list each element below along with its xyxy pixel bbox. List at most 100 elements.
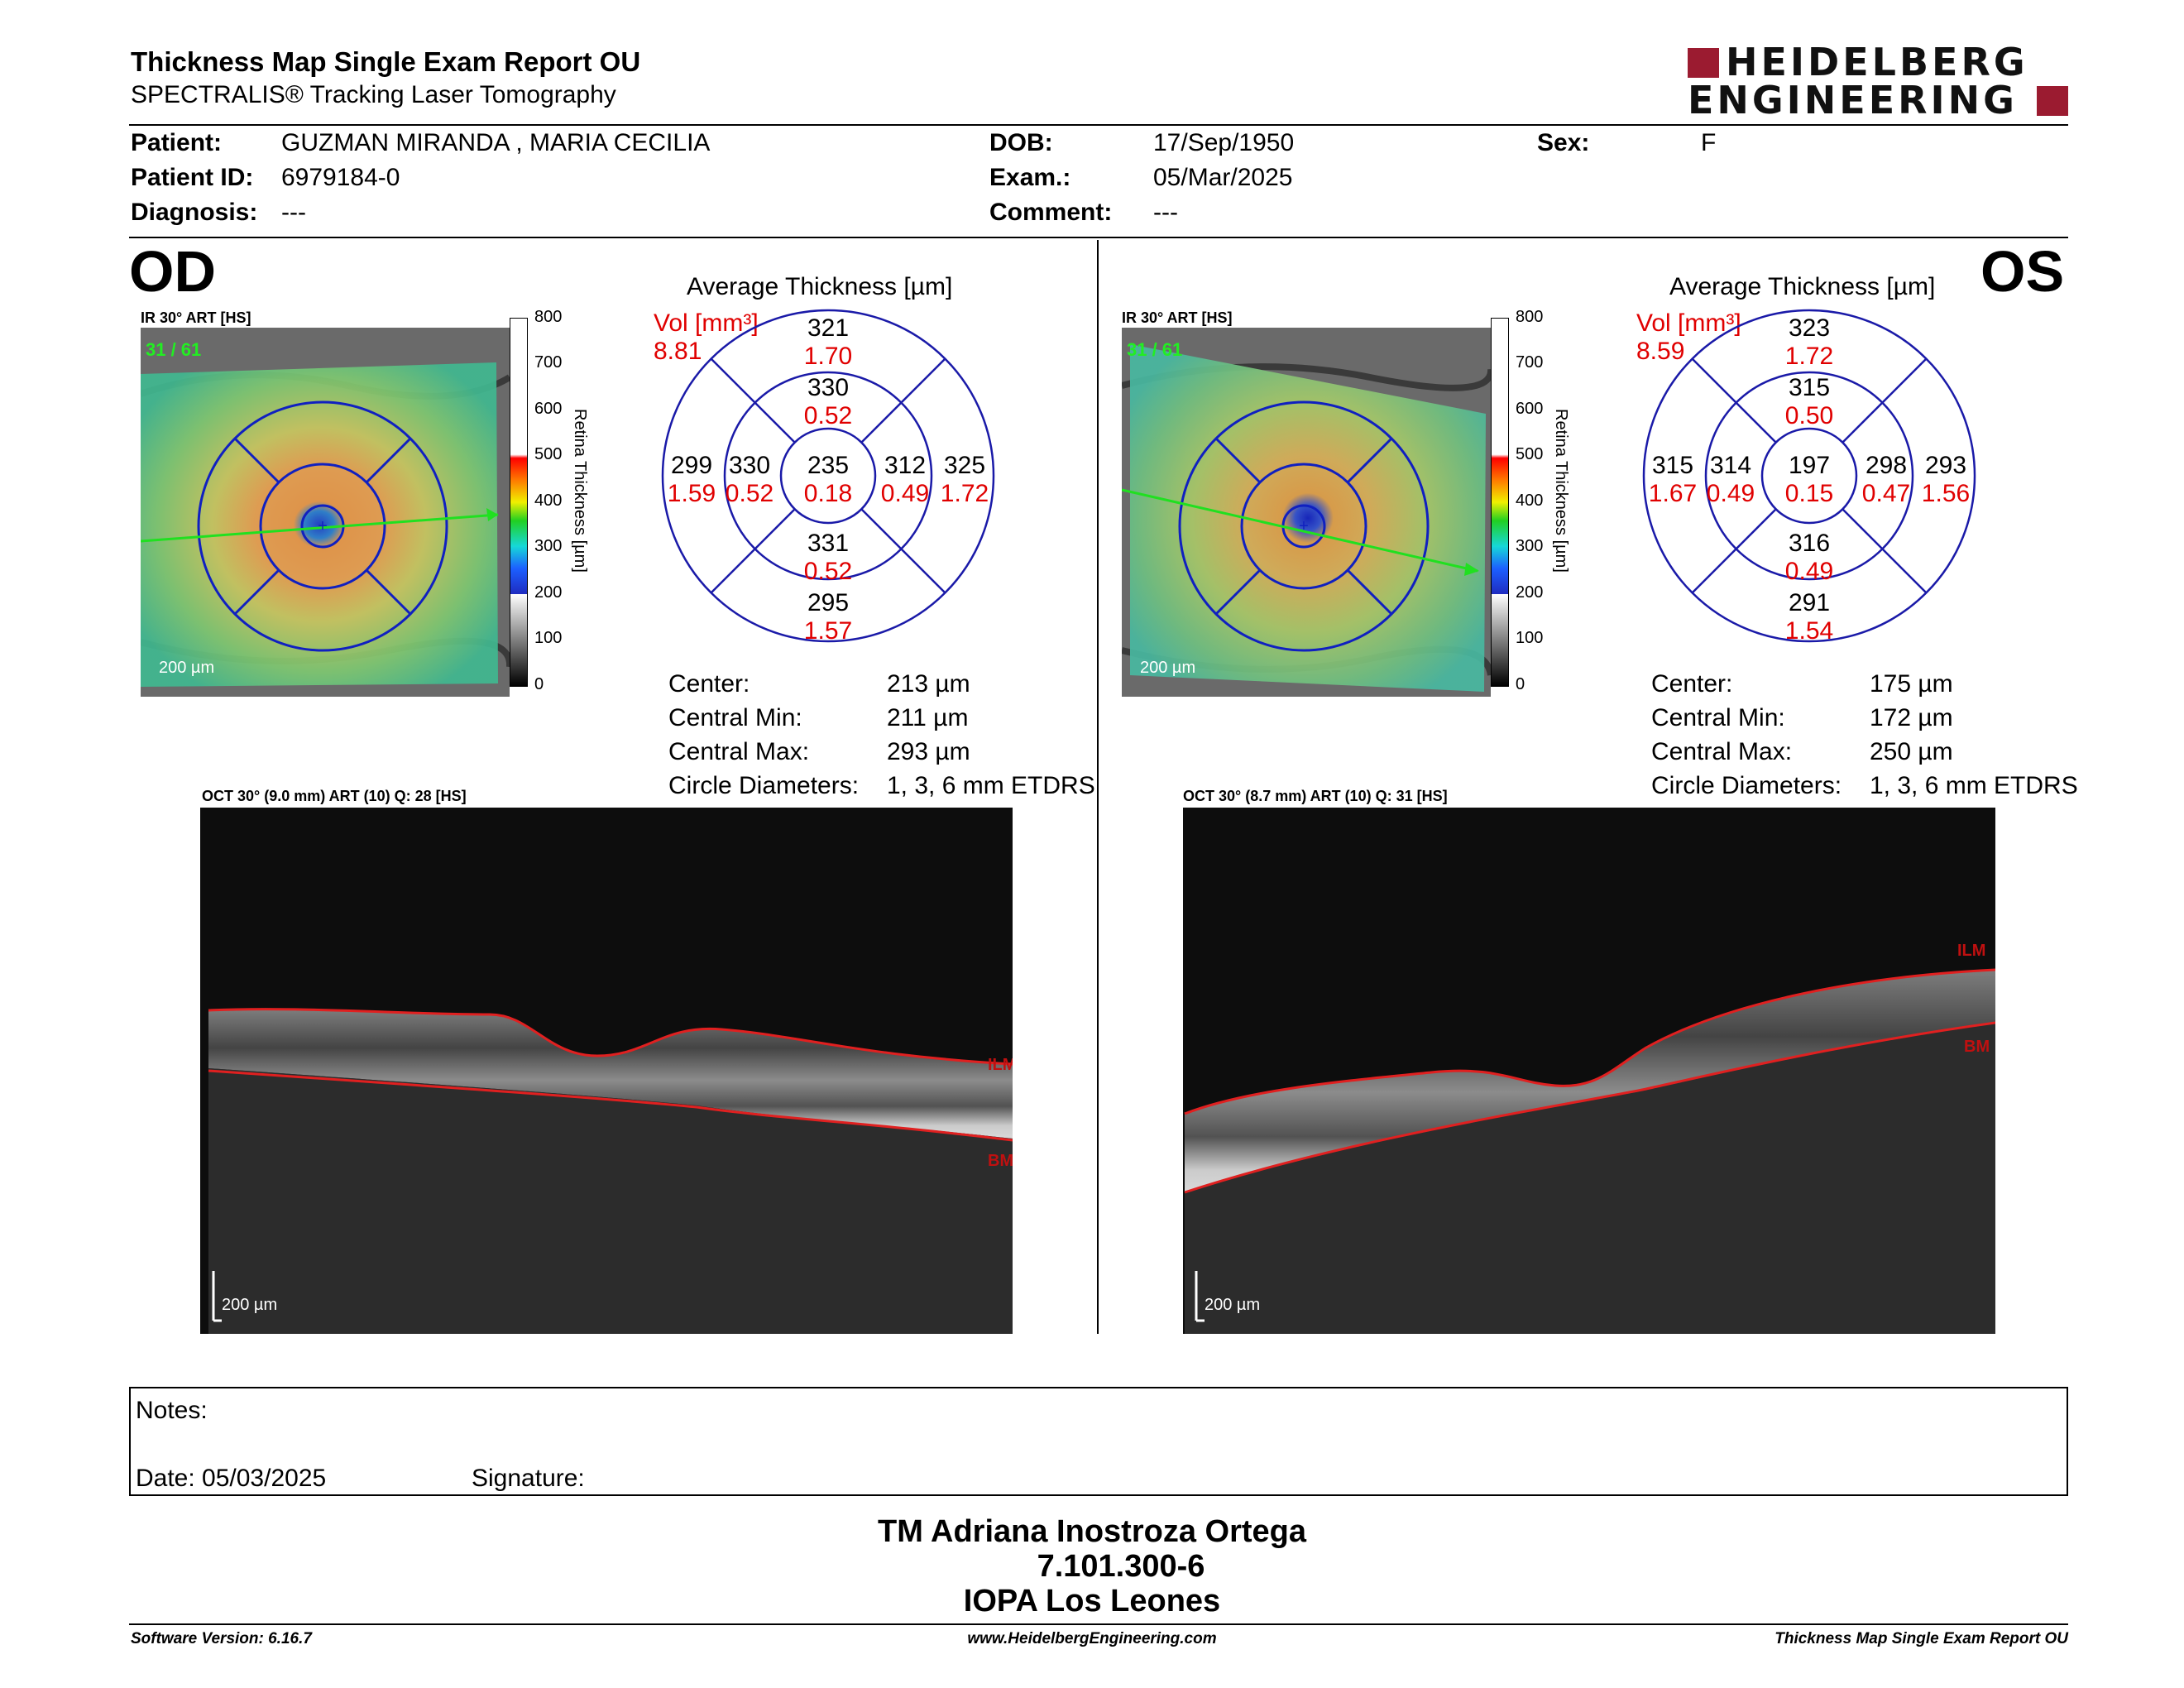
os-inner-sup-vol: 0.50	[1784, 402, 1834, 429]
os-tick-400: 400	[1516, 492, 1544, 510]
os-stat-label-center: Center:	[1651, 670, 1733, 698]
od-stat-label-diam: Circle Diameters:	[668, 772, 860, 799]
info-divider	[129, 237, 2068, 238]
software-version: Software Version: 6.16.7	[131, 1630, 312, 1647]
od-tick-300: 300	[534, 537, 563, 555]
od-stat-value-min: 211 µm	[887, 704, 969, 731]
od-colorbar	[510, 318, 528, 687]
os-stat-label-max: Central Max:	[1651, 738, 1793, 765]
logo-square-bottom	[2037, 86, 2068, 116]
exam-value: 05/Mar/2025	[1153, 164, 1293, 191]
od-avg-title: Average Thickness [µm]	[687, 273, 953, 300]
os-tick-200: 200	[1516, 583, 1544, 602]
os-eye-label: OS	[1980, 239, 2065, 304]
od-bm-label: BM	[988, 1152, 1013, 1170]
od-inner-inf-vol: 0.52	[803, 558, 853, 585]
diagnosis-value: ---	[281, 199, 306, 226]
od-oct-label: OCT 30° (9.0 mm) ART (10) Q: 28 [HS]	[202, 788, 467, 804]
od-outer-temp-vol: 1.59	[667, 480, 716, 507]
sex-value: F	[1701, 129, 1717, 156]
od-center-thk: 235	[807, 452, 850, 479]
os-tick-100: 100	[1516, 629, 1544, 647]
od-center-vol: 0.18	[803, 480, 853, 507]
os-outer-sup-vol: 1.72	[1784, 343, 1834, 370]
os-ilm-label: ILM	[1957, 942, 1986, 960]
os-stat-value-max: 250 µm	[1870, 738, 1953, 765]
od-stat-value-diam: 1, 3, 6 mm ETDRS	[887, 772, 1095, 799]
od-frame-counter: 31 / 61	[146, 339, 202, 360]
notes-box[interactable]: Notes: Date: 05/03/2025 Signature:	[129, 1387, 2068, 1496]
date-label: Date: 05/03/2025	[136, 1465, 327, 1492]
od-vol-total: 8.81	[654, 338, 702, 365]
os-tick-500: 500	[1516, 445, 1544, 463]
od-fundus-scale: 200 µm	[159, 659, 215, 677]
od-inner-sup-thk: 330	[807, 374, 850, 401]
os-tick-0: 0	[1516, 675, 1525, 693]
os-colorbar	[1491, 318, 1509, 687]
sex-label: Sex:	[1537, 129, 1590, 156]
os-oct-scale: 200 µm	[1205, 1296, 1261, 1314]
logo-line-2: ENGINEERING	[1688, 78, 2018, 122]
os-outer-temp-thk: 315	[1651, 452, 1694, 479]
os-inner-sup-thk: 315	[1788, 374, 1831, 401]
od-inner-inf-thk: 331	[807, 530, 850, 557]
patient-label: Patient:	[131, 129, 223, 156]
website-link[interactable]: www.HeidelbergEngineering.com	[967, 1630, 1217, 1647]
od-inner-sup-vol: 0.52	[803, 402, 853, 429]
os-tick-600: 600	[1516, 400, 1544, 418]
od-ir-label: IR 30° ART [HS]	[141, 309, 251, 326]
os-colorbar-title: Retina Thickness [µm]	[1552, 409, 1570, 573]
od-tick-400: 400	[534, 492, 563, 510]
os-vol-label: Vol [mm³]	[1636, 309, 1741, 337]
od-tick-200: 200	[534, 583, 563, 602]
patient-value: GUZMAN MIRANDA , MARIA CECILIA	[281, 129, 711, 156]
os-outer-sup-thk: 323	[1788, 314, 1831, 342]
od-oct-bscan: ILM BM 200 µm	[200, 808, 1013, 1334]
os-outer-inf-vol: 1.54	[1784, 617, 1834, 645]
patient-id-label: Patient ID:	[131, 164, 254, 191]
signature-label: Signature:	[472, 1465, 585, 1492]
os-outer-nas-thk: 293	[1924, 452, 1967, 479]
signer-id: 7.101.300-6	[1037, 1549, 1205, 1584]
od-outer-nas-thk: 325	[943, 452, 986, 479]
logo-line-1: HEIDELBERG	[1726, 40, 2028, 84]
os-inner-temp-vol: 0.49	[1706, 480, 1755, 507]
od-outer-nas-vol: 1.72	[940, 480, 989, 507]
report-title: Thickness Map Single Exam Report OU	[131, 46, 641, 77]
od-tick-800: 800	[534, 308, 563, 326]
svg-text:+: +	[1299, 517, 1309, 535]
od-inner-nas-thk: 312	[884, 452, 927, 479]
os-outer-temp-vol: 1.67	[1648, 480, 1698, 507]
od-etdrs-grid	[661, 309, 995, 643]
comment-value: ---	[1153, 199, 1178, 226]
os-fundus-image: + 31 / 61 200 µm	[1122, 328, 1491, 697]
od-ilm-label: ILM	[988, 1056, 1013, 1074]
os-inner-nas-vol: 0.47	[1861, 480, 1911, 507]
heidelberg-logo: HEIDELBERG ENGINEERING	[1688, 43, 2068, 119]
comment-label: Comment:	[989, 199, 1113, 226]
od-stat-label-min: Central Min:	[668, 704, 802, 731]
od-outer-inf-vol: 1.57	[803, 617, 853, 645]
os-stat-value-min: 172 µm	[1870, 704, 1953, 731]
footer-report-name: Thickness Map Single Exam Report OU	[1774, 1630, 2068, 1647]
os-ir-label: IR 30° ART [HS]	[1122, 309, 1233, 326]
exam-label: Exam.:	[989, 164, 1071, 191]
od-tick-600: 600	[534, 400, 563, 418]
od-oct-scale: 200 µm	[222, 1296, 278, 1314]
od-outer-temp-thk: 299	[670, 452, 713, 479]
os-stat-value-center: 175 µm	[1870, 670, 1953, 698]
os-bm-label: BM	[1964, 1038, 1990, 1056]
od-eye-label: OD	[129, 239, 216, 304]
od-stat-label-max: Central Max:	[668, 738, 810, 765]
footer-divider	[129, 1623, 2068, 1625]
eye-divider	[1097, 240, 1099, 1334]
od-inner-nas-vol: 0.49	[880, 480, 930, 507]
os-inner-temp-thk: 314	[1709, 452, 1752, 479]
od-tick-700: 700	[534, 353, 563, 372]
os-stat-label-diam: Circle Diameters:	[1651, 772, 1842, 799]
os-inner-inf-vol: 0.49	[1784, 558, 1834, 585]
dob-value: 17/Sep/1950	[1153, 129, 1295, 156]
os-stat-label-min: Central Min:	[1651, 704, 1785, 731]
os-avg-title: Average Thickness [µm]	[1669, 273, 1936, 300]
report-subtitle: SPECTRALIS® Tracking Laser Tomography	[131, 81, 616, 108]
